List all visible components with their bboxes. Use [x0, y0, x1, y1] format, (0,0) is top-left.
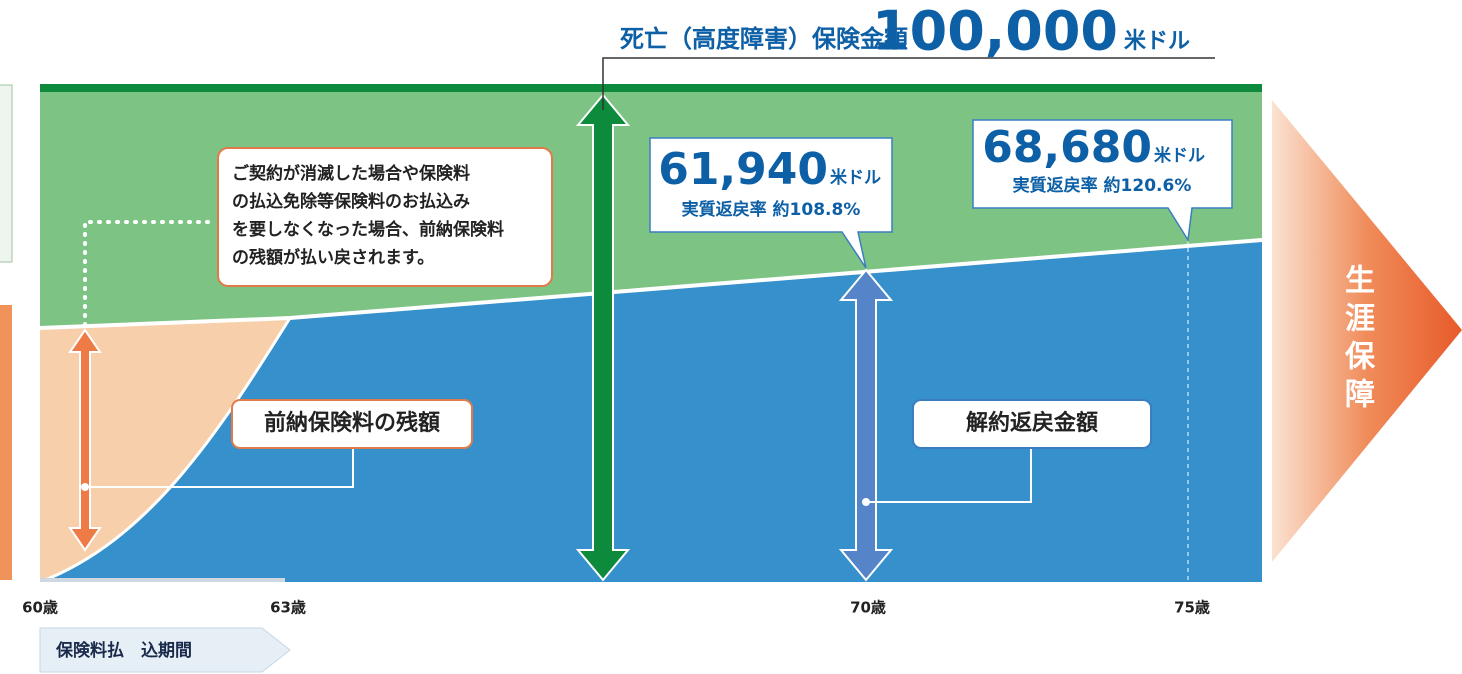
note: ご契約が消滅した場合や保険料の払込免除等保険料のお払込みを要しなくなった場合、前…	[232, 163, 504, 268]
surrender-leader	[866, 448, 1032, 503]
period-chevron	[39, 627, 291, 673]
age-label: 70歳	[850, 599, 886, 617]
surrender-arrow	[838, 268, 894, 582]
callout-amount: 61,940	[658, 144, 828, 195]
leader-dot	[862, 498, 870, 506]
callout-amount: 68,680	[982, 122, 1152, 173]
callout-rate: 実質返戻率 約120.6%	[1013, 175, 1192, 196]
lifetime-label: 生涯保障	[1339, 264, 1374, 416]
header-leader	[602, 57, 1215, 110]
age-label: 63歳	[270, 599, 306, 617]
callout-unit: 米ドル	[830, 167, 881, 188]
dotted-connector	[83, 220, 217, 327]
header-amount: 100,000	[872, 0, 1118, 63]
note-line: の残額が払い戻されます。	[232, 247, 434, 268]
benefit-line	[40, 84, 1262, 92]
boundary-line	[39, 317, 292, 584]
prepaid-area	[40, 318, 290, 582]
surrender-label: 解約返戻金額	[966, 410, 1098, 436]
note-box	[217, 147, 553, 287]
age-label: 75歳	[1174, 599, 1210, 617]
callout-unit: 米ドル	[1154, 145, 1205, 166]
callout-box	[649, 137, 893, 269]
note-line: を要しなくなった場合、前納保険料	[232, 219, 504, 240]
prepaid-arrow	[68, 328, 102, 552]
callout-rate: 実質返戻率 約108.8%	[682, 199, 861, 220]
note-line: ご契約が消滅した場合や保険料	[232, 163, 470, 184]
surrender-area	[40, 240, 1262, 582]
label-box	[912, 399, 1152, 449]
age-label: 60歳	[22, 599, 58, 617]
left-box	[0, 84, 13, 263]
lifetime-chevron	[1272, 100, 1462, 562]
benefit-arrow	[575, 93, 631, 582]
callout-box	[972, 119, 1233, 243]
prepaid-label: 前納保険料の残額	[264, 410, 440, 436]
note-line: の払込免除等保険料のお払込み	[232, 191, 470, 212]
leader-dot	[81, 483, 89, 491]
period-label: 保険料払 込期間	[55, 640, 192, 661]
base-line	[40, 578, 285, 582]
left-box	[0, 305, 12, 580]
label-box	[231, 399, 473, 449]
prepaid-leader	[85, 448, 354, 488]
header-label: 死亡（高度障害）保険金額	[620, 25, 908, 53]
header-unit: 米ドル	[1124, 29, 1190, 54]
